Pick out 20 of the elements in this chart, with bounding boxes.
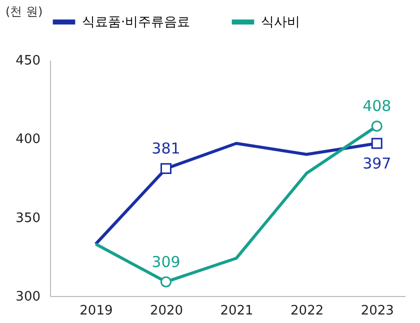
legend-label: 식사비 (261, 15, 300, 30)
data-label: 408 (362, 97, 392, 116)
data-label: 309 (152, 252, 180, 271)
x-tick-label: 2022 (290, 304, 324, 318)
x-tick-label: 2021 (220, 304, 254, 318)
x-tick-label: 2019 (80, 304, 113, 318)
data-label: 397 (362, 154, 392, 172)
y-tick-label: 300 (16, 290, 40, 304)
point (160, 276, 172, 288)
y-axis-title: (천 원) (6, 4, 43, 18)
point (371, 138, 382, 149)
x-tick-label: 2023 (360, 304, 394, 318)
y-tick-label: 350 (16, 210, 40, 226)
point (371, 120, 382, 132)
y-tick-label: 450 (16, 54, 40, 68)
x-tick-label: 2020 (150, 304, 184, 318)
y-tick-label: 400 (16, 132, 40, 148)
point (160, 163, 172, 174)
legend-label: 식료품·비주류음료 (82, 15, 190, 30)
data-label: 381 (152, 140, 180, 158)
